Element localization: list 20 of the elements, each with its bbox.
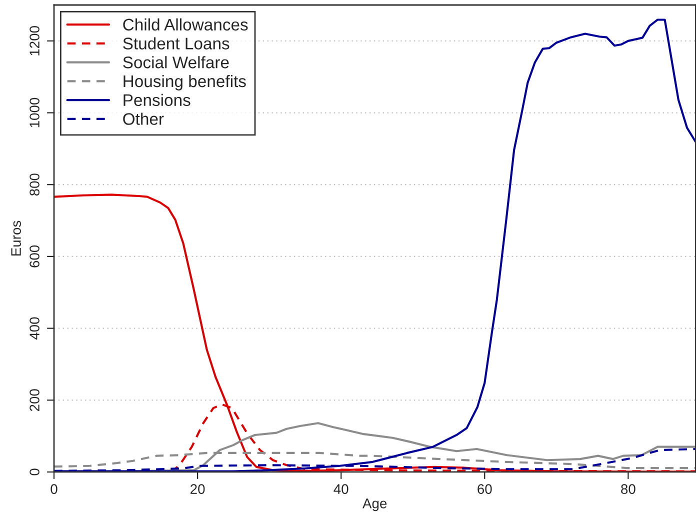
x-tick-label: 20 (190, 484, 205, 494)
y-tick-label: 1200 (30, 26, 40, 56)
legend-label: Social Welfare (123, 56, 229, 68)
legend-label: Housing benefits (124, 74, 246, 90)
x-tick-label: 80 (621, 484, 636, 494)
legend-label: Pensions (124, 94, 190, 106)
y-tick-label: 800 (30, 174, 40, 196)
x-tick-label: 40 (334, 484, 348, 494)
legend-label: Student Loans (123, 37, 230, 50)
y-tick-label: 400 (30, 317, 40, 340)
x-tick-label: 0 (50, 484, 58, 494)
legend-label: Other (123, 112, 164, 125)
y-tick-label: 600 (30, 245, 40, 268)
y-tick-label: 200 (30, 389, 40, 412)
y-tick-label: 1000 (30, 98, 40, 128)
y-tick-label: 0 (30, 468, 40, 476)
legend-label: Child Allowances (123, 18, 248, 31)
x-axis-title: Age (362, 498, 387, 512)
y-axis-title: Euros (11, 220, 21, 256)
x-tick-label: 60 (478, 484, 492, 494)
